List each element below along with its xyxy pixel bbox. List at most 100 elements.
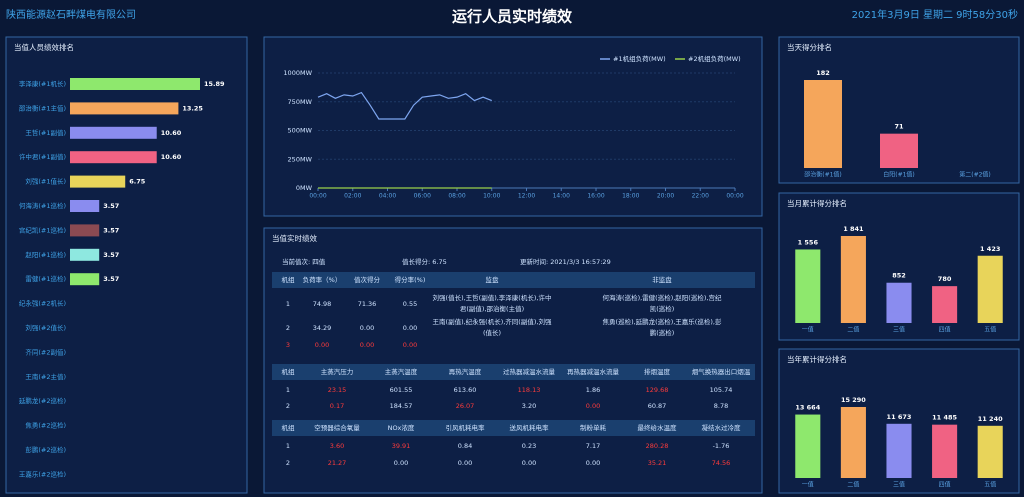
table-cell: 1 xyxy=(286,300,290,308)
table-cell: 3.20 xyxy=(522,402,536,410)
panel-title: 当值实时绩效 xyxy=(272,233,317,243)
x-tick-label: 02:00 xyxy=(344,193,361,200)
x-tick-label: 二值 xyxy=(847,481,859,489)
table-cell: 2 xyxy=(286,402,290,410)
table-header-cell: 机组 xyxy=(282,423,296,432)
table-cell: 26.07 xyxy=(456,402,475,410)
table-cell: 35.21 xyxy=(648,459,667,467)
table-cell: 0.00 xyxy=(586,402,600,410)
table-cell: 0.55 xyxy=(403,300,417,308)
table-header xyxy=(272,420,755,436)
bar xyxy=(70,248,100,261)
table-cell: 2 xyxy=(286,459,290,467)
bar xyxy=(886,423,912,478)
bar xyxy=(70,78,200,90)
y-tick-label: 750MW xyxy=(288,98,313,106)
x-tick-label: 00:00 xyxy=(726,193,743,200)
x-tick-label: 五值 xyxy=(984,481,996,489)
value-label: 1 556 xyxy=(798,238,819,246)
value-label: 1 841 xyxy=(843,225,864,233)
table-header-cell: 过热器减温水流量 xyxy=(503,367,556,376)
bar xyxy=(70,224,100,237)
value-label: 852 xyxy=(892,272,906,280)
bar-label: 王嘉乐(#2巡检) xyxy=(19,469,66,478)
value-label: 13 664 xyxy=(795,404,820,412)
table-header-cell: 制粉单耗 xyxy=(580,423,607,432)
table-cell: 0.00 xyxy=(394,459,408,467)
value-label: 3.57 xyxy=(103,251,119,259)
bar xyxy=(932,286,958,323)
y-tick-label: 1000MW xyxy=(283,69,312,77)
table-header-cell: 值次得分 xyxy=(354,275,381,284)
company: 陕西能源赵石畔煤电有限公司 xyxy=(6,8,136,21)
bar xyxy=(840,407,866,478)
table-cell: 129.68 xyxy=(646,386,669,394)
value-label: 11 673 xyxy=(887,413,912,421)
value-label: 3.57 xyxy=(103,226,119,234)
bar-label: 刘强(#2值长) xyxy=(25,323,66,332)
x-tick-label: 18:00 xyxy=(622,193,639,200)
table-header-cell: 非监盘 xyxy=(652,275,672,284)
panel-title: 当天得分排名 xyxy=(787,42,832,52)
page-title: 运行人员实时绩效 xyxy=(452,8,573,26)
table-cell: 0.00 xyxy=(403,341,417,349)
bar xyxy=(70,175,126,188)
table-cell: 1 xyxy=(286,386,290,394)
table-header-cell: 主蒸汽温度 xyxy=(385,367,418,376)
bar-label: 刘强(#1值长) xyxy=(25,177,66,186)
table-header-cell: 凝结水过冷度 xyxy=(702,423,742,432)
table-cell: 23.15 xyxy=(328,386,347,394)
table-cell: 0.00 xyxy=(522,459,536,467)
table-cell: 王南(副值),纪永强(机长),齐同(副值),刘强(值长) xyxy=(433,317,552,337)
bar xyxy=(840,236,866,323)
x-tick-label: 14:00 xyxy=(553,193,570,200)
table-header-cell: 监盘 xyxy=(486,275,500,284)
value-label: 15.89 xyxy=(204,80,225,88)
panel xyxy=(263,36,763,217)
table-cell: 21.27 xyxy=(328,459,347,467)
value-label: 3.57 xyxy=(103,275,119,283)
panel-title: 当月累计得分排名 xyxy=(787,198,847,208)
bar xyxy=(804,80,842,168)
bar xyxy=(70,200,100,212)
x-tick-label: 二值 xyxy=(847,326,859,334)
table-header-cell: 引风机耗电率 xyxy=(446,423,486,432)
table-header-cell: 再热器减温水流量 xyxy=(567,367,620,376)
table-cell: 3 xyxy=(286,341,290,349)
table-cell: 0.00 xyxy=(360,324,374,332)
bar-label: 许中君(#1副值) xyxy=(19,152,66,161)
value-label: 15 290 xyxy=(841,396,866,404)
bar xyxy=(977,425,1003,478)
x-tick-label: 四值 xyxy=(939,326,951,334)
table-cell: 1.86 xyxy=(586,386,600,394)
table-header-cell: 再热汽温度 xyxy=(449,367,482,376)
table-cell: 0.84 xyxy=(458,442,472,450)
bar xyxy=(977,255,1003,323)
bar xyxy=(932,424,958,478)
table-header-cell: 机组 xyxy=(282,367,296,376)
value-label: 6.75 xyxy=(129,178,146,186)
legend-label: #1机组负荷(MW) xyxy=(613,54,666,63)
x-tick-label: 三值 xyxy=(893,481,905,489)
value-label: 10.60 xyxy=(161,153,182,161)
bar-label: 纪永强(#2机长) xyxy=(19,299,66,308)
bar-label: 邵治衡(#1主值) xyxy=(19,103,66,112)
value-label: 13.25 xyxy=(182,104,203,112)
bar xyxy=(886,282,912,323)
bar-label: 雷健(#1巡检) xyxy=(25,274,66,283)
table-cell: 74.98 xyxy=(313,300,332,308)
table-header xyxy=(272,272,755,288)
bar xyxy=(880,133,918,168)
y-tick-label: 250MW xyxy=(288,155,313,163)
bar xyxy=(795,414,821,478)
value-label: 11 240 xyxy=(978,415,1003,423)
table-cell: 0.17 xyxy=(330,402,344,410)
bar-label: 赵阳(#1巡检) xyxy=(25,250,66,259)
table-cell: 39.91 xyxy=(392,442,411,450)
table-header-cell: 机组 xyxy=(282,275,296,284)
info: 更新时间: 2021/3/3 16:57:29 xyxy=(520,257,611,266)
table-header-cell: 送风机耗电率 xyxy=(510,423,550,432)
bar-label: 宫纪凯(#1巡检) xyxy=(19,225,66,234)
x-tick-label: 三值 xyxy=(893,326,905,334)
